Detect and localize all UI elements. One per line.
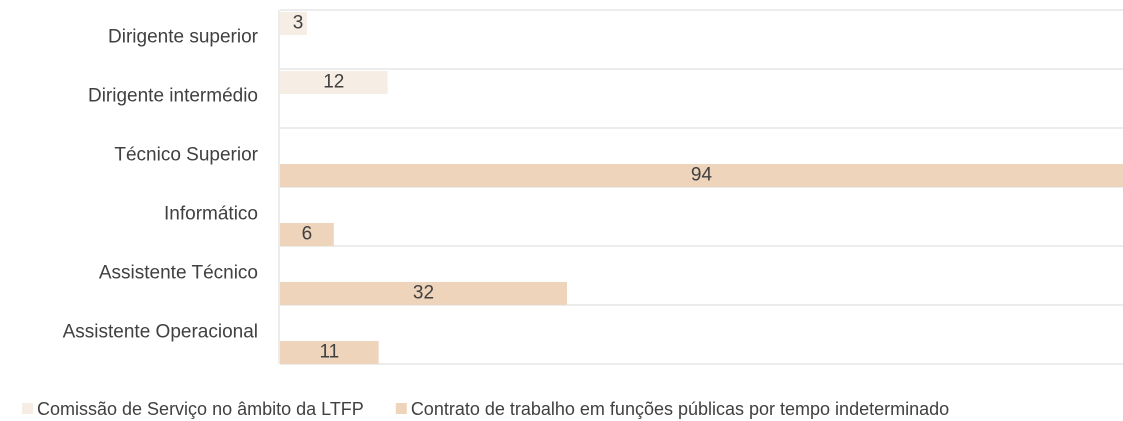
bar	[280, 71, 388, 94]
y-tick-label: Dirigente intermédio	[88, 86, 258, 107]
y-tick-label: Informático	[164, 204, 258, 225]
bar	[280, 282, 567, 305]
data-label: 6	[302, 224, 313, 245]
data-label: 3	[293, 13, 304, 34]
bar	[280, 223, 334, 246]
bar	[280, 12, 307, 35]
y-tick-label: Assistente Operacional	[63, 322, 258, 343]
legend-swatch	[22, 403, 33, 414]
legend-swatch	[395, 403, 407, 414]
data-label: 94	[691, 165, 713, 186]
legend-label: Comissão de Serviço no âmbito da LTFP	[37, 399, 364, 419]
legend-label: Contrato de trabalho em funções públicas…	[411, 399, 949, 419]
y-tick-label: Assistente Técnico	[99, 263, 258, 284]
bar	[280, 341, 379, 364]
bar	[280, 164, 1123, 187]
y-tick-label: Técnico Superior	[114, 145, 258, 166]
data-label: 12	[323, 72, 344, 93]
data-label: 11	[319, 342, 339, 363]
y-tick-label: Dirigente superior	[108, 27, 259, 48]
data-label: 32	[413, 283, 434, 304]
